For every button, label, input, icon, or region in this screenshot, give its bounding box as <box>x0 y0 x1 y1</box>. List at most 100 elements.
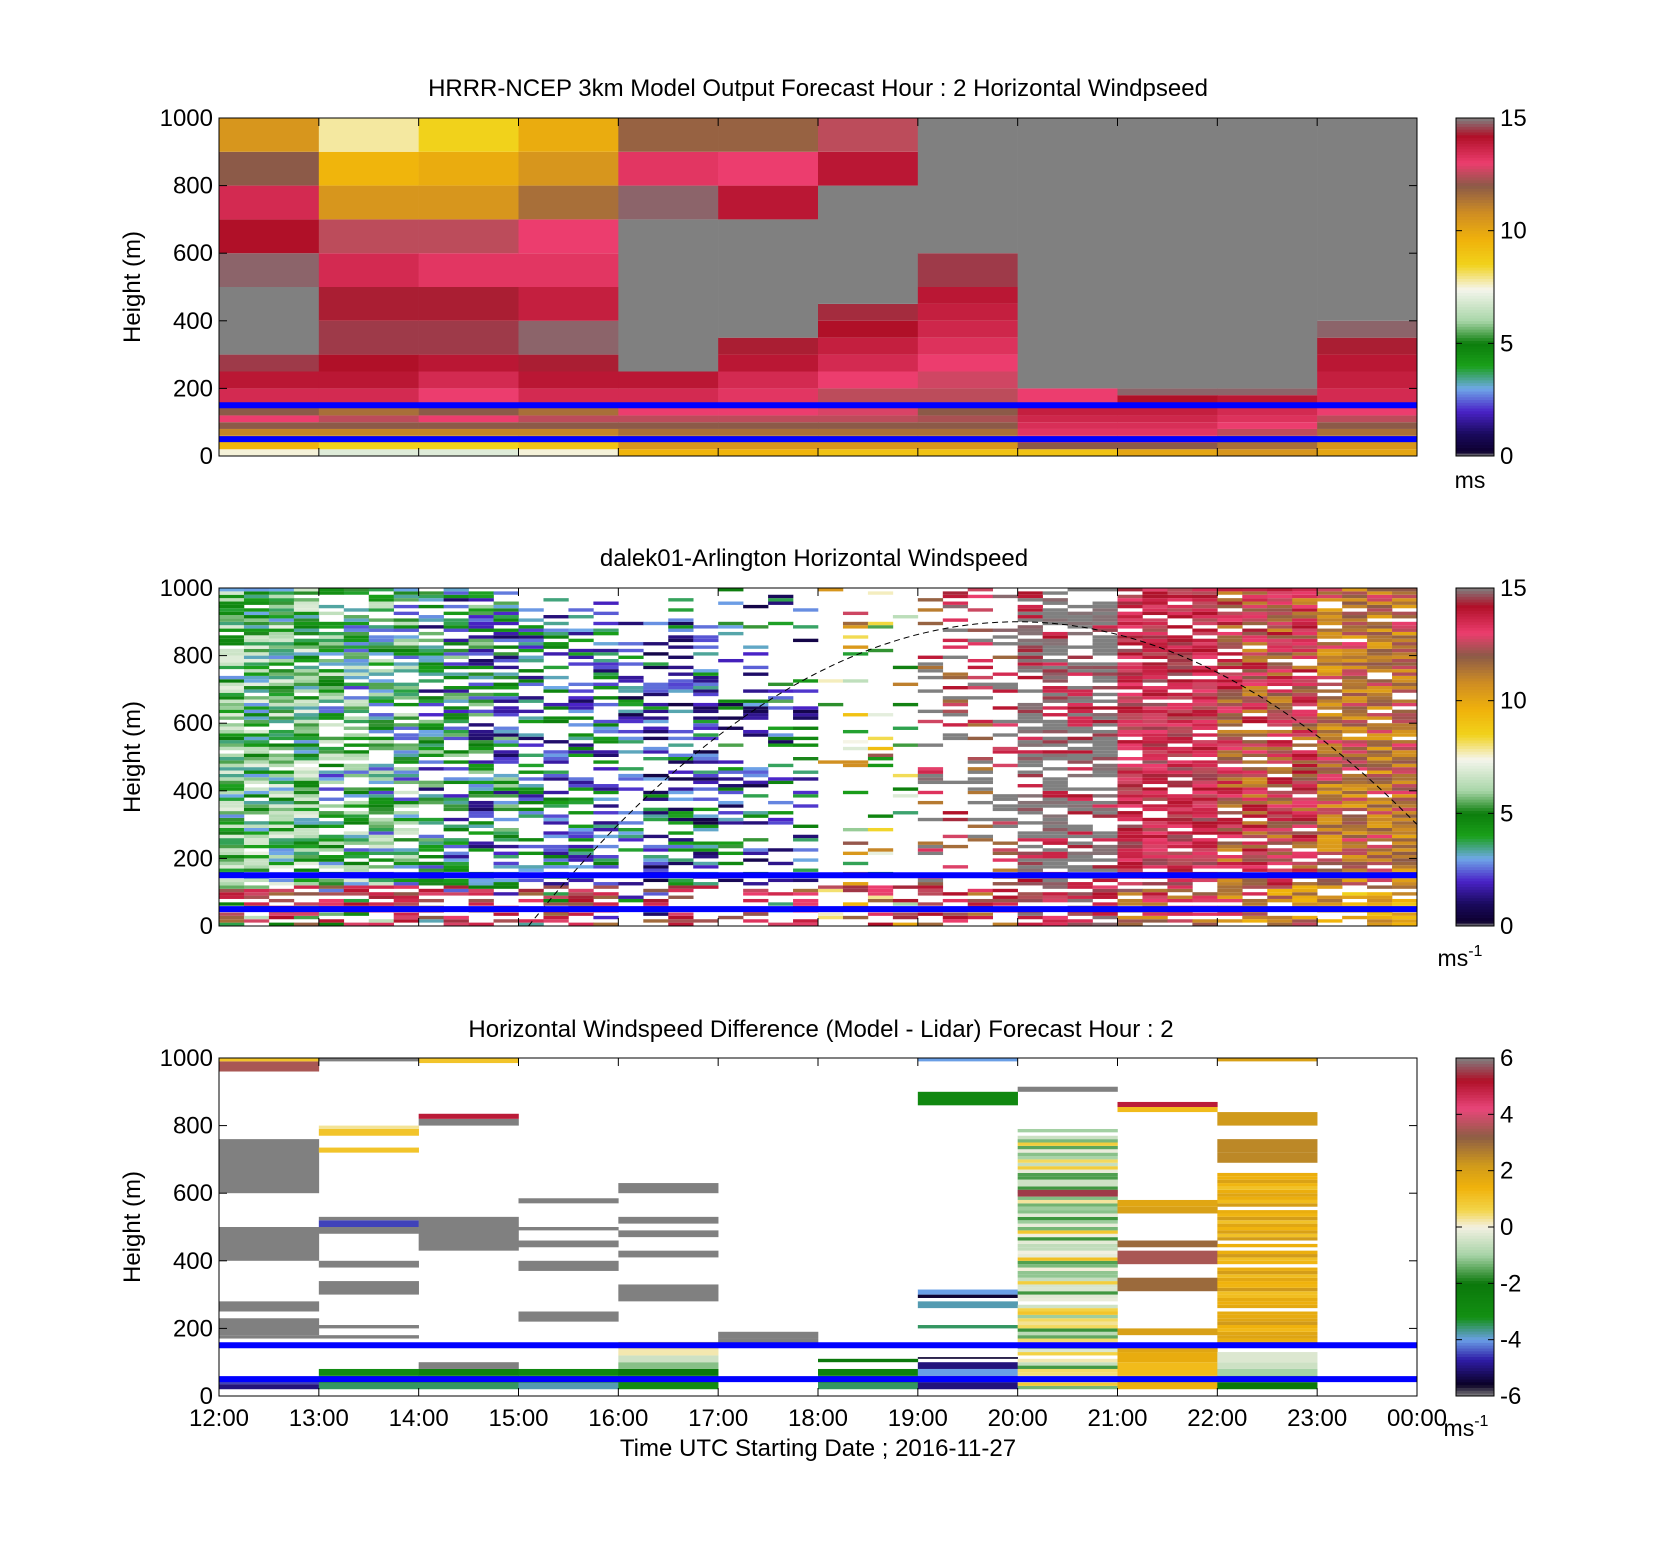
lidar-cell <box>518 753 544 757</box>
lidar-cell <box>219 882 245 886</box>
lidar-cell <box>593 882 619 886</box>
lidar-cell <box>1167 824 1193 828</box>
model-cell <box>318 388 419 406</box>
lidar-cell <box>368 716 395 720</box>
lidar-cell <box>368 743 395 747</box>
panel-lidar-title: dalek01-Arlington Horizontal Windspeed <box>600 545 1028 572</box>
colorbar-swatch <box>1456 363 1494 367</box>
lidar-cell <box>1342 675 1368 680</box>
lidar-cell <box>393 591 419 595</box>
colorbar-swatch <box>1456 326 1494 330</box>
lidar-cell <box>693 625 719 629</box>
lidar-cell <box>1367 743 1393 747</box>
lidar-cell <box>318 740 345 744</box>
lidar-cell <box>1392 743 1417 747</box>
panel-model-ylabel: Height (m) <box>119 231 146 343</box>
colorbar-swatch <box>1456 706 1494 710</box>
lidar-cell <box>668 645 694 649</box>
lidar-cell <box>219 804 245 808</box>
lidar-cell <box>842 861 869 866</box>
colorbar-swatch <box>1456 1336 1494 1341</box>
lidar-cell <box>243 767 270 771</box>
diff-band <box>1017 1243 1118 1248</box>
lidar-cell <box>1317 675 1343 680</box>
diff-band <box>1017 1176 1118 1180</box>
lidar-cell <box>368 882 395 886</box>
lidar-cell <box>243 834 270 839</box>
lidar-cell <box>1242 814 1268 818</box>
lidar-cell <box>1392 865 1417 869</box>
lidar-cell <box>668 686 694 690</box>
lidar-cell <box>942 675 969 680</box>
lidar-cell <box>268 811 295 815</box>
lidar-cell <box>543 615 569 619</box>
lidar-cell <box>1192 861 1218 866</box>
lidar-cell <box>718 851 744 856</box>
lidar-cell <box>1192 787 1218 791</box>
lidar-cell <box>1167 821 1193 825</box>
lidar-cell <box>892 726 919 730</box>
lidar-cell <box>917 598 944 602</box>
lidar-cell <box>1142 655 1168 659</box>
lidar-cell <box>268 841 295 845</box>
lidar-cell <box>1392 611 1417 616</box>
lidar-cell <box>1342 902 1368 906</box>
lidar-cell <box>1042 851 1068 856</box>
lidar-cell <box>1142 827 1168 832</box>
lidar-cell <box>219 598 245 602</box>
lidar-cell <box>418 615 444 619</box>
lidar-cell <box>243 746 270 751</box>
lidar-cell <box>1142 895 1168 899</box>
lidar-cell <box>1092 800 1118 805</box>
lidar-cell <box>1192 777 1218 781</box>
lidar-cell <box>318 692 345 697</box>
colorbar-swatch <box>1456 1249 1494 1253</box>
colorbar-swatch <box>1456 618 1494 623</box>
lidar-cell <box>219 773 245 778</box>
lidar-cell <box>1067 706 1093 710</box>
lidar-cell <box>1142 611 1168 616</box>
lidar-cell <box>1117 773 1143 778</box>
lidar-cell <box>1092 767 1118 771</box>
lidar-cell <box>568 723 594 727</box>
lidar-cell <box>768 878 794 883</box>
model-cell <box>917 337 1018 355</box>
colorbar-swatch <box>1456 635 1494 640</box>
colorbar-swatch <box>1456 281 1494 285</box>
lidar-cell <box>1092 763 1118 768</box>
lidar-cell <box>418 655 444 659</box>
lidar-cell <box>743 665 769 670</box>
lidar-cell <box>992 682 1018 687</box>
lidar-cell <box>293 834 320 839</box>
colorbar-swatch <box>1456 872 1494 876</box>
lidar-cell <box>1142 919 1168 923</box>
lidar-cell <box>268 702 295 707</box>
lidar-cell <box>1292 594 1318 599</box>
lidar-cell <box>293 868 320 872</box>
lidar-cell <box>1317 662 1343 666</box>
lidar-cell <box>268 628 295 632</box>
lidar-cell <box>1292 763 1318 768</box>
lidar-cell <box>1092 665 1118 670</box>
lidar-cell <box>368 763 395 768</box>
lidar-cell <box>1017 729 1043 734</box>
diff-band <box>1217 1270 1318 1275</box>
model-cell <box>618 428 719 436</box>
lidar-cell <box>1142 675 1168 680</box>
lidar-cell <box>318 713 345 717</box>
model-cell <box>1317 337 1417 355</box>
y-tick-label: 600 <box>173 240 213 267</box>
lidar-cell <box>1267 804 1293 808</box>
lidar-cell <box>1317 760 1343 764</box>
lidar-cell <box>468 618 494 622</box>
colorbar-swatch <box>1456 1097 1494 1101</box>
colorbar-swatch <box>1456 638 1494 642</box>
lidar-cell <box>268 831 295 835</box>
lidar-cell <box>1067 807 1093 812</box>
lidar-cell <box>1142 588 1168 592</box>
colorbar-tick-label: 5 <box>1500 800 1513 827</box>
colorbar-swatch <box>1456 914 1494 918</box>
lidar-cell <box>318 675 345 680</box>
lidar-cell <box>318 773 345 778</box>
panel-lidar: dalek01-Arlington Horizontal Windspeed 0… <box>119 545 1527 971</box>
